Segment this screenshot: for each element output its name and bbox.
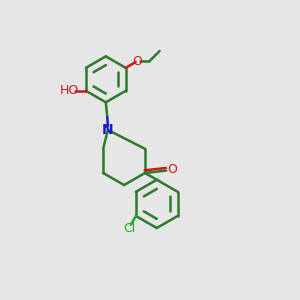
Text: N: N <box>102 123 114 137</box>
Text: HO: HO <box>60 84 80 97</box>
Text: Cl: Cl <box>123 222 136 235</box>
Text: O: O <box>132 55 142 68</box>
Text: O: O <box>167 163 177 176</box>
